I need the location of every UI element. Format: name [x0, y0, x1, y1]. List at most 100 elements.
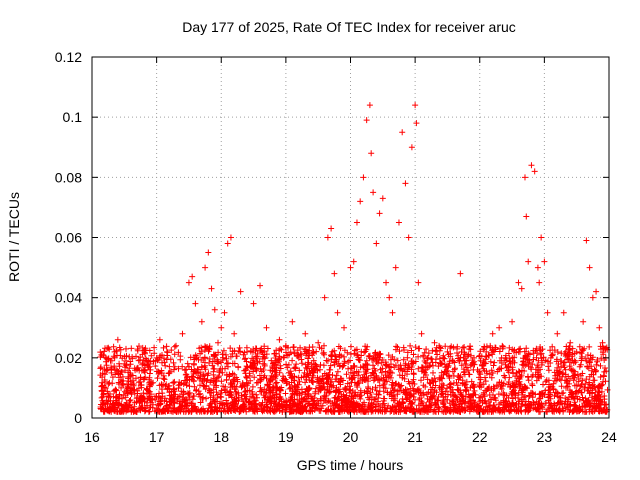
data-point [357, 198, 364, 205]
data-point [399, 129, 406, 136]
data-point [544, 309, 551, 316]
data-point [470, 360, 477, 367]
data-point [589, 294, 596, 301]
data-point [341, 324, 348, 331]
x-tick-label: 21 [407, 429, 423, 445]
data-point [153, 354, 160, 361]
data-point [315, 339, 322, 346]
data-point [328, 225, 335, 232]
data-point [386, 294, 393, 301]
data-point [160, 381, 167, 388]
data-point [289, 318, 296, 325]
y-tick-label: 0.08 [55, 169, 82, 185]
y-tick-label: 0.06 [55, 230, 82, 246]
data-point [140, 366, 147, 373]
data-point [538, 234, 545, 241]
data-point [567, 339, 574, 346]
y-tick-label: 0.1 [63, 109, 83, 125]
data-point [402, 180, 409, 187]
data-point [415, 279, 422, 286]
data-point [460, 354, 467, 361]
data-point [376, 210, 383, 217]
data-point [282, 342, 289, 349]
data-point [383, 279, 390, 286]
data-point [211, 306, 218, 313]
data-point [192, 300, 199, 307]
data-point [413, 120, 420, 127]
data-point [389, 309, 396, 316]
data-point [496, 324, 503, 331]
data-point [108, 369, 115, 376]
data-point [231, 330, 238, 337]
y-axis-title: ROTI / TECUs [6, 192, 22, 282]
data-point [224, 240, 231, 247]
x-axis-title: GPS time / hours [297, 457, 404, 473]
axis-ticks [91, 56, 610, 419]
data-point [368, 150, 375, 157]
x-tick-label: 24 [601, 429, 617, 445]
y-tick-label: 0.04 [55, 290, 82, 306]
data-point [373, 240, 380, 247]
data-point [118, 384, 125, 391]
data-point [347, 264, 354, 271]
data-point [509, 318, 516, 325]
data-point [121, 360, 128, 367]
data-point [257, 282, 264, 289]
x-tick-label: 18 [213, 429, 229, 445]
data-point [554, 330, 561, 337]
x-tick-label: 20 [343, 429, 359, 445]
data-point [302, 330, 309, 337]
data-point [363, 117, 370, 124]
data-point [276, 336, 283, 343]
data-point [308, 360, 315, 367]
data-point [412, 102, 419, 109]
data-point [105, 390, 112, 397]
data-point [366, 102, 373, 109]
data-point [518, 285, 525, 292]
tick-labels: 16 17 18 19 20 21 22 23 24 0 0.02 0.04 0.06 0.08 0.1 0.… [55, 49, 617, 445]
data-point [244, 348, 251, 355]
grid-layer [92, 57, 609, 418]
data-point [536, 279, 543, 286]
data-point [521, 174, 528, 181]
data-point [583, 237, 590, 244]
data-point [580, 318, 587, 325]
data-point [596, 324, 603, 331]
data-point [523, 213, 530, 220]
data-point [593, 288, 600, 295]
data-point [463, 378, 470, 385]
data-point [573, 348, 580, 355]
data-point [515, 279, 522, 286]
data-point [101, 378, 108, 385]
data-point [425, 354, 432, 361]
data-point [334, 309, 341, 316]
data-point [431, 339, 438, 346]
data-point [218, 324, 225, 331]
data-point [444, 348, 451, 355]
data-point [156, 336, 163, 343]
data-point [547, 354, 554, 361]
data-point [98, 405, 105, 412]
data-point [324, 234, 331, 241]
data-point [179, 330, 186, 337]
data-point [127, 372, 134, 379]
data-point [114, 336, 121, 343]
data-point [350, 258, 357, 265]
data-point [360, 174, 367, 181]
data-point [237, 288, 244, 295]
x-tick-label: 17 [149, 429, 165, 445]
data-point [531, 168, 538, 175]
data-point [534, 264, 541, 271]
data-point [134, 387, 141, 394]
data-point [370, 189, 377, 196]
data-point [208, 285, 215, 292]
x-tick-label: 23 [537, 429, 553, 445]
data-point [541, 258, 548, 265]
data-point [418, 330, 425, 337]
data-point [173, 342, 180, 349]
data-point [353, 219, 360, 226]
data-point [525, 258, 532, 265]
data-point [437, 360, 444, 367]
data-point [263, 324, 270, 331]
data-point [221, 309, 228, 316]
